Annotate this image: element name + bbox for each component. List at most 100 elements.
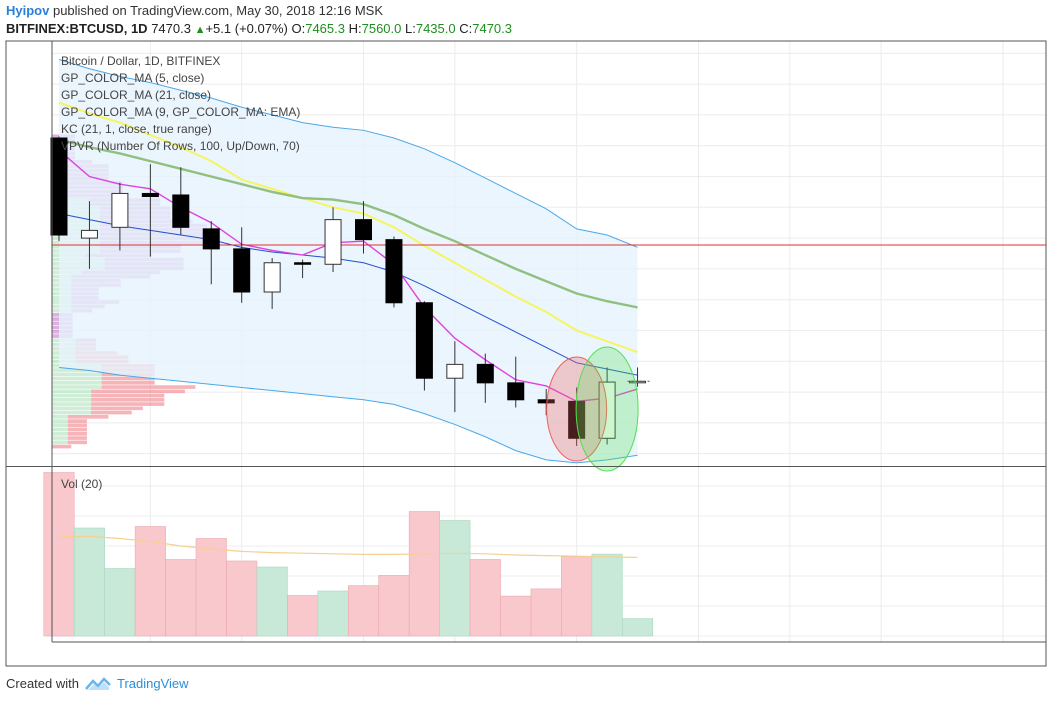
volume-bar	[500, 595, 532, 637]
candle-body-down	[172, 194, 190, 228]
candle	[80, 201, 98, 269]
kc-lower-line	[58, 366, 638, 464]
legend-volume: Vol (20)	[61, 477, 102, 491]
volume-bar	[317, 590, 349, 637]
vpvr-up-row	[52, 410, 92, 415]
kc-basis-line	[58, 212, 638, 376]
candle	[385, 236, 403, 308]
candle-body-down	[415, 302, 433, 379]
ema9-line	[58, 138, 638, 309]
vpvr-down-row	[67, 432, 87, 436]
candle-body-down	[507, 382, 525, 401]
price-change: +5.1 (+0.07%)	[205, 21, 288, 36]
legend-vpvr: VPVR (Number Of Rows, 100, Up/Down, 70)	[61, 139, 300, 153]
created-with-text: Created with	[6, 676, 79, 691]
candle-body-down	[355, 219, 372, 241]
up-triangle-icon: ▲	[194, 24, 206, 36]
vpvr-up-row	[52, 376, 102, 381]
vpvr-down-row	[91, 406, 143, 411]
volume-bar	[561, 556, 593, 637]
volume-bar	[195, 538, 227, 637]
close-label: C:	[459, 21, 473, 36]
vpvr-up-row	[52, 427, 68, 432]
vpvr-down-row	[67, 415, 109, 419]
vpvr-up-row	[52, 393, 92, 398]
author-name[interactable]: Hyipov	[6, 3, 50, 18]
vpvr-up-row	[52, 402, 92, 406]
symbol-header: BITFINEX:BTCUSD, 1D 7470.3 ▲+5.1 (+0.07%…	[6, 21, 512, 38]
candle-body-up	[446, 363, 464, 379]
candle	[50, 136, 68, 242]
legend-series-title: Bitcoin / Dollar, 1D, BITFINEX	[61, 54, 220, 68]
volume-bar	[287, 595, 319, 637]
vpvr-up-row	[52, 423, 68, 428]
vpvr-down-row	[67, 440, 87, 445]
candle	[507, 356, 525, 408]
volume-bar	[622, 618, 654, 637]
candle-body-down	[202, 228, 220, 250]
tradingview-link[interactable]: TradingView	[116, 676, 189, 691]
vpvr-up-row	[52, 406, 92, 411]
footer: Created with TradingView	[6, 676, 189, 691]
low-value: 7435.0	[415, 21, 456, 36]
candle-body-up	[324, 219, 342, 265]
candle	[415, 301, 433, 391]
candle	[233, 227, 251, 303]
candle	[202, 221, 220, 285]
last-price-label-bg	[6, 374, 49, 389]
published-text: published on TradingView.com, May 30, 20…	[52, 3, 383, 18]
vpvr-up-row	[52, 372, 102, 377]
volume-bar	[378, 575, 410, 637]
indicator-legend: Bitcoin / Dollar, 1D, BITFINEX GP_COLOR_…	[61, 54, 300, 491]
vpvr-up-row	[52, 440, 68, 445]
candle	[446, 341, 464, 413]
vpvr-up-row	[52, 385, 102, 389]
vpvr-down-row	[67, 423, 87, 428]
vpvr-down-row	[52, 444, 72, 449]
vpvr-down-row	[91, 398, 165, 402]
candle	[294, 259, 312, 279]
vpvr-down-row	[101, 376, 155, 381]
vpvr-up-row	[52, 432, 68, 436]
volume-bar	[530, 588, 562, 637]
tradingview-logo-icon[interactable]	[85, 676, 111, 691]
candle	[355, 201, 372, 254]
vpvr-down-row	[91, 402, 165, 406]
legend-ma21: GP_COLOR_MA (21, close)	[61, 88, 211, 102]
volume-bar	[43, 472, 75, 637]
candle-body-down	[233, 248, 251, 293]
candle	[111, 182, 129, 251]
last-price: 7470.3	[151, 21, 191, 36]
vpvr-down-row	[91, 410, 132, 415]
volume-bar	[347, 585, 380, 637]
vpvr-up-row	[52, 389, 92, 394]
high-label: H:	[348, 21, 362, 36]
ma21-line	[58, 101, 638, 353]
legend-ma5: GP_COLOR_MA (5, close)	[61, 71, 204, 85]
vpvr-up-row	[52, 368, 102, 372]
highlight-ellipse-red	[546, 356, 608, 462]
candle	[141, 164, 159, 257]
volume-bar	[226, 560, 258, 637]
candle	[476, 353, 494, 403]
candle-body-down	[537, 399, 555, 404]
candle-body-down	[385, 239, 403, 304]
candle-body-up	[263, 262, 281, 293]
candle-body-up	[111, 192, 129, 228]
vpvr-down-row	[91, 393, 165, 398]
low-label: L:	[405, 21, 416, 36]
vpvr-down-row	[67, 427, 87, 432]
volume-ma-line	[58, 535, 638, 558]
high-value: 7560.0	[361, 21, 402, 36]
volume-bar	[104, 568, 136, 637]
open-label: O:	[291, 21, 306, 36]
vpvr-up-row	[52, 415, 68, 419]
volume-bar	[256, 566, 288, 637]
volume-bar	[165, 559, 197, 637]
candle-body-down	[476, 363, 494, 384]
candle-body-down	[141, 192, 159, 198]
vpvr-down-row	[101, 381, 155, 385]
candle	[172, 167, 190, 236]
highlight-ellipse-green	[575, 346, 639, 472]
